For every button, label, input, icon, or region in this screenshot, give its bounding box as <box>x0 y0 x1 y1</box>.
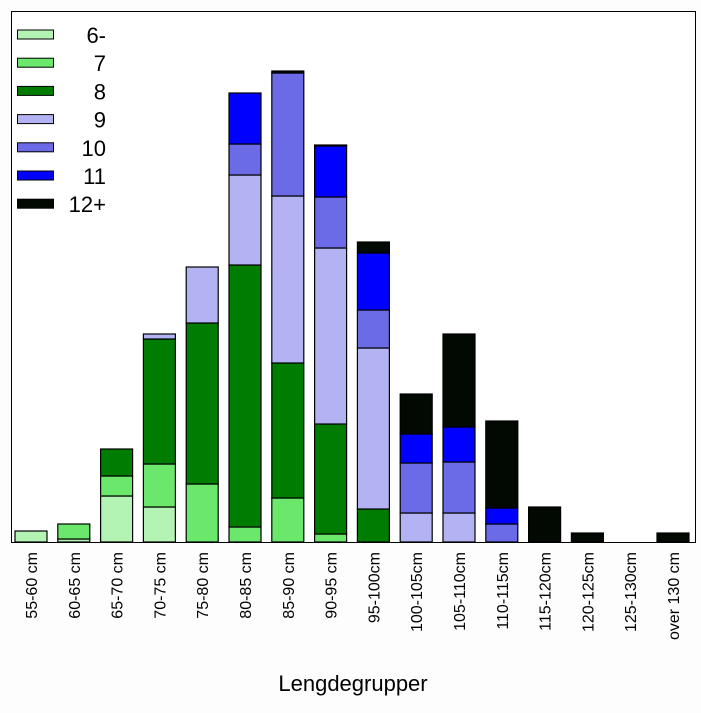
bar-segment-7-9 <box>314 247 348 425</box>
legend-swatch-11 <box>17 170 54 181</box>
bar-segment-2-7 <box>99 475 134 497</box>
bar-segment-3-6- <box>142 506 176 543</box>
bar-segment-13-12+ <box>570 532 605 543</box>
bar-segment-8-12+ <box>356 241 390 254</box>
bar-segment-5-7 <box>228 526 262 543</box>
x-tick-label: 95-100cm <box>366 552 383 623</box>
legend-swatch-6- <box>17 29 54 40</box>
bar-segment-5-8 <box>228 264 262 528</box>
bar-segment-7-7 <box>314 533 348 543</box>
bar-segment-9-9 <box>399 512 433 543</box>
x-tick-label: 100-105cm <box>409 552 426 632</box>
bar-segment-10-11 <box>442 426 476 463</box>
bar-segment-10-9 <box>442 512 476 543</box>
bar-segment-1-7 <box>57 523 91 540</box>
bar-segment-8-10 <box>356 309 390 349</box>
bar-segment-6-7 <box>271 497 305 543</box>
bar-segment-6-10 <box>271 72 305 197</box>
bar-segment-8-11 <box>356 252 390 311</box>
bar-segment-7-8 <box>314 423 348 535</box>
legend-swatch-10 <box>17 142 54 153</box>
bar-segment-6-8 <box>271 362 305 499</box>
x-axis-title: Lengdegrupper <box>278 671 427 696</box>
bar-segment-10-10 <box>442 461 476 514</box>
legend-label: 11 <box>83 164 106 189</box>
x-tick-label: over 130 cm <box>666 552 683 640</box>
bar-segment-3-8 <box>142 338 176 465</box>
bar-segment-0-6- <box>14 530 48 543</box>
x-tick-label: 105-110cm <box>452 552 469 631</box>
legend: 6- 7 8 9 10 11 12+ <box>17 23 106 217</box>
bar-segment-5-10 <box>228 143 262 176</box>
x-tick-label: 70-75 cm <box>152 552 169 619</box>
bar-segment-11-10 <box>485 523 519 543</box>
bar-segment-4-9 <box>185 266 219 324</box>
legend-label: 6- <box>86 23 106 48</box>
legend-swatch-12+ <box>17 198 54 209</box>
bar-segment-11-12+ <box>485 420 519 509</box>
bar-segment-9-10 <box>399 462 433 514</box>
bar-segment-9-11 <box>399 433 433 464</box>
bar-segment-7-10 <box>314 196 348 249</box>
legend-label: 7 <box>94 51 106 76</box>
bar-segment-6-9 <box>271 195 305 364</box>
bar-segment-10-12+ <box>442 333 476 428</box>
x-tick-label: 80-85 cm <box>238 552 255 619</box>
x-tick-label: 115-120cm <box>538 552 555 631</box>
x-tick-label: 125-130cm <box>623 552 640 632</box>
legend-label: 8 <box>94 79 106 104</box>
bar-segment-5-11 <box>228 92 262 145</box>
bars-group <box>14 70 690 543</box>
bar-segment-8-9 <box>356 347 390 510</box>
bar-segment-6-12+ <box>271 70 305 74</box>
x-tick-label: 90-95 cm <box>324 552 341 619</box>
bar-segment-12-12+ <box>527 506 562 543</box>
legend-label: 9 <box>94 108 106 133</box>
bar-segment-4-8 <box>185 322 219 485</box>
bar-segment-15-12+ <box>656 532 690 543</box>
x-tick-labels: 55-60 cm 60-65 cm 65-70 cm 70-75 cm 75-80 cm… <box>24 552 683 640</box>
x-tick-label: 60-65 cm <box>67 552 84 619</box>
legend-label: 10 <box>82 136 106 161</box>
x-tick-label: 120-125cm <box>580 552 597 632</box>
legend-swatch-8 <box>17 85 54 96</box>
x-tick-label: 55-60 cm <box>24 552 41 619</box>
x-tick-label: 85-90 cm <box>281 552 298 619</box>
bar-segment-4-7 <box>185 483 219 543</box>
bar-segment-3-9 <box>142 333 176 340</box>
bar-segment-7-12+ <box>314 144 348 147</box>
x-tick-label: 110-115cm <box>495 552 512 630</box>
bar-segment-2-8 <box>99 448 134 477</box>
bar-segment-2-6- <box>99 495 134 543</box>
bar-segment-7-11 <box>314 145 348 198</box>
legend-swatch-9 <box>17 114 54 125</box>
legend-swatch-7 <box>17 57 54 68</box>
x-tick-label: 75-80 cm <box>195 552 212 619</box>
bar-segment-9-12+ <box>399 393 433 435</box>
bar-segment-5-9 <box>228 174 262 266</box>
legend-label: 12+ <box>69 192 106 217</box>
x-tick-label: 65-70 cm <box>110 552 127 619</box>
bar-segment-8-8 <box>356 508 390 543</box>
bar-segment-11-11 <box>485 507 519 525</box>
bar-segment-3-7 <box>142 463 176 508</box>
